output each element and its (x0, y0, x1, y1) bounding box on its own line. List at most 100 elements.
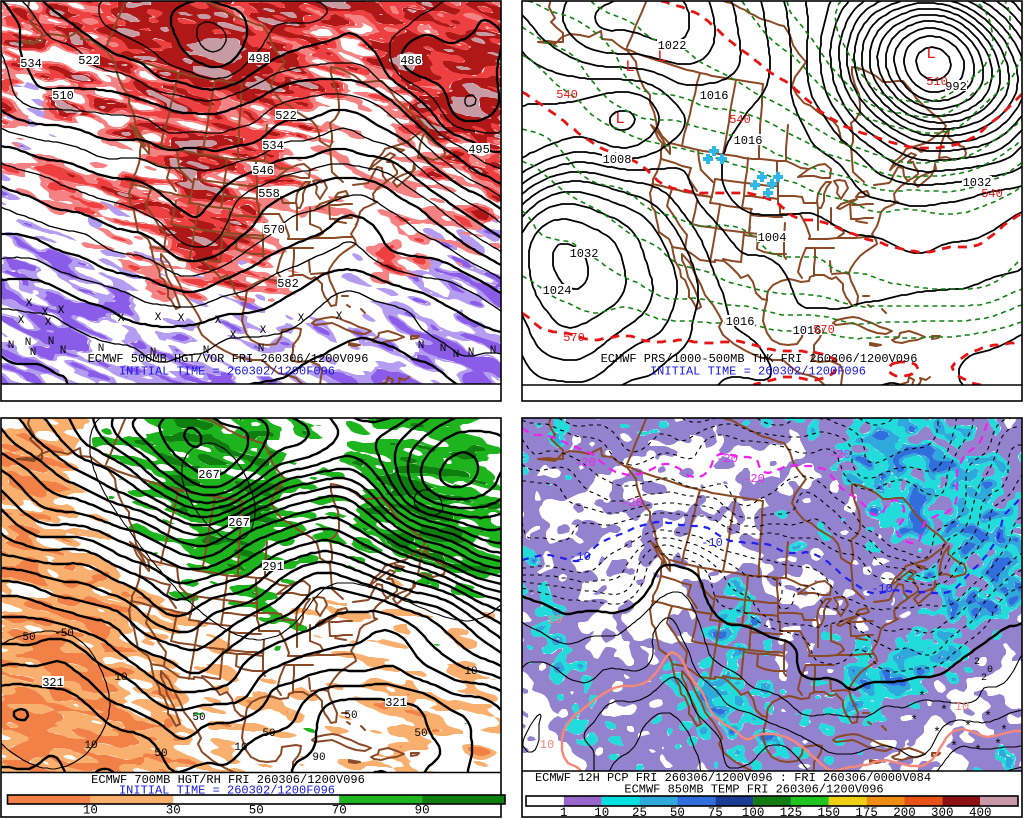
svg-text:N: N (25, 337, 32, 349)
svg-text:400: 400 (969, 806, 992, 819)
svg-text:*: * (1000, 723, 1008, 738)
svg-text:321: 321 (385, 696, 407, 710)
svg-text:10: 10 (114, 672, 127, 684)
svg-text:10: 10 (464, 666, 477, 678)
svg-text:2: 2 (974, 657, 980, 668)
svg-text:70: 70 (332, 804, 347, 818)
svg-text:522: 522 (275, 109, 297, 123)
svg-text:200: 200 (893, 806, 916, 819)
svg-text:1004: 1004 (758, 231, 787, 245)
svg-text:50: 50 (344, 710, 357, 722)
svg-text:*: * (964, 719, 972, 734)
svg-text:1024: 1024 (543, 284, 572, 298)
svg-text:1016: 1016 (734, 134, 763, 148)
svg-text:X: X (26, 298, 33, 310)
svg-text:10: 10 (234, 742, 247, 754)
svg-text:540: 540 (729, 113, 751, 127)
svg-text:*: * (984, 709, 992, 724)
svg-text:N: N (440, 343, 447, 355)
svg-text:N: N (453, 349, 460, 361)
svg-text:INITIAL TIME = 260302/1200F096: INITIAL TIME = 260302/1200F096 (119, 784, 335, 798)
svg-text:495: 495 (468, 143, 490, 157)
svg-text:N: N (98, 343, 105, 355)
svg-text:50: 50 (670, 806, 685, 819)
svg-text:L: L (625, 58, 635, 76)
svg-text:*: * (940, 703, 948, 718)
svg-text:0: 0 (987, 665, 993, 676)
svg-text:ECMWF 700MB HGT/RH FRI 260306/: ECMWF 700MB HGT/RH FRI 260306/1200V096 (91, 773, 365, 787)
svg-text:30: 30 (166, 804, 181, 818)
svg-text:10: 10 (540, 738, 554, 752)
svg-text:N: N (418, 340, 425, 352)
svg-text:N: N (48, 336, 55, 348)
svg-text:486: 486 (400, 54, 422, 68)
svg-text:570: 570 (813, 323, 835, 337)
svg-text:N: N (203, 345, 210, 357)
svg-text:-20: -20 (574, 456, 596, 470)
svg-text:X: X (215, 315, 222, 327)
svg-text:1022: 1022 (658, 39, 687, 53)
svg-text:X: X (230, 330, 237, 342)
svg-text:90: 90 (312, 752, 325, 764)
svg-text:1032: 1032 (963, 176, 992, 190)
svg-text:50: 50 (414, 728, 427, 740)
svg-text:N: N (150, 347, 157, 359)
svg-text:50: 50 (154, 748, 167, 760)
svg-text:10: 10 (83, 804, 98, 818)
svg-text:X: X (118, 313, 125, 325)
svg-text:534: 534 (262, 139, 284, 153)
svg-text:*: * (933, 725, 941, 740)
svg-text:N: N (468, 347, 475, 359)
svg-text:X: X (336, 311, 343, 323)
svg-text:N: N (60, 345, 67, 357)
svg-text:-10: -10 (871, 582, 893, 596)
svg-text:90: 90 (415, 804, 430, 818)
svg-text:175: 175 (855, 806, 878, 819)
svg-text:75: 75 (708, 806, 723, 819)
svg-text:10: 10 (955, 700, 969, 714)
svg-text:540: 540 (981, 187, 1003, 201)
svg-text:1016: 1016 (700, 89, 729, 103)
svg-text:10: 10 (84, 740, 97, 752)
svg-text:150: 150 (818, 806, 841, 819)
svg-text:X: X (45, 317, 52, 329)
svg-text:ECMWF 12H PCP FRI 260306/1200V: ECMWF 12H PCP FRI 260306/1200V096 : FRI … (535, 771, 931, 785)
svg-text:*: * (910, 713, 918, 728)
svg-text:1032: 1032 (570, 247, 599, 261)
svg-text:N: N (30, 347, 37, 359)
svg-text:25: 25 (632, 806, 647, 819)
svg-text:L: L (657, 48, 667, 66)
svg-text:498: 498 (248, 52, 270, 66)
svg-text:10: 10 (594, 806, 609, 819)
svg-text:1: 1 (560, 806, 568, 819)
svg-text:1016: 1016 (726, 315, 755, 329)
svg-text:267: 267 (198, 468, 220, 482)
svg-text:X: X (18, 315, 25, 327)
svg-text:*: * (994, 737, 1002, 752)
svg-text:-20: -20 (716, 452, 738, 466)
svg-text:992: 992 (945, 80, 967, 94)
svg-text:N: N (490, 345, 497, 357)
svg-text:X: X (42, 307, 49, 319)
svg-text:ECMWF PRS/1000-500MB THK FRI 2: ECMWF PRS/1000-500MB THK FRI 260306/1200… (601, 352, 918, 366)
svg-text:50: 50 (192, 712, 205, 724)
svg-text:50: 50 (249, 804, 264, 818)
svg-text:-50: -50 (54, 628, 74, 640)
svg-text:2: 2 (981, 673, 987, 684)
svg-text:INITIAL TIME = 260302/1200F096: INITIAL TIME = 260302/1200F096 (650, 365, 866, 379)
svg-text:X: X (298, 313, 305, 325)
svg-text:N: N (258, 343, 265, 355)
svg-text:582: 582 (277, 277, 299, 291)
svg-text:ECMWF 500MB HGT/VOR FRI 260306: ECMWF 500MB HGT/VOR FRI 260306/1200V096 (88, 352, 369, 366)
svg-text:X: X (155, 312, 162, 324)
svg-text:X: X (260, 325, 267, 337)
svg-text:50: 50 (262, 728, 275, 740)
svg-text:X: X (178, 313, 185, 325)
svg-text:510: 510 (926, 75, 948, 89)
svg-text:10: 10 (548, 613, 562, 627)
svg-text:570: 570 (563, 331, 585, 345)
svg-text:558: 558 (258, 187, 280, 201)
svg-text:-10: -10 (569, 550, 591, 564)
svg-text:100: 100 (742, 806, 765, 819)
svg-text:522: 522 (78, 54, 100, 68)
